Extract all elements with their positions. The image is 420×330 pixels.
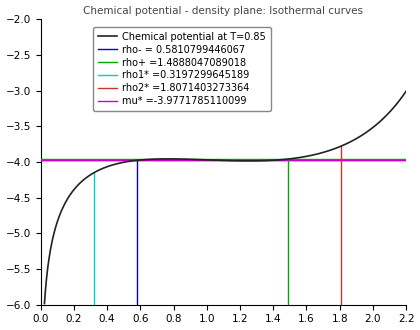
Legend: Chemical potential at T=0.85, rho- = 0.5810799446067, rho+ =1.4888047089018, rho: Chemical potential at T=0.85, rho- = 0.5… <box>93 27 271 111</box>
Title: Chemical potential - density plane: Isothermal curves: Chemical potential - density plane: Isot… <box>84 6 363 16</box>
